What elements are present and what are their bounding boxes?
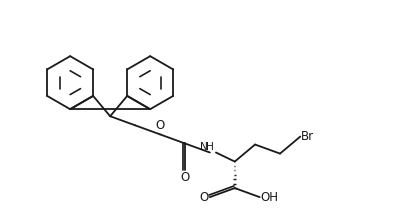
Text: O: O (200, 191, 208, 204)
Text: Br: Br (301, 130, 314, 143)
Text: O: O (180, 171, 190, 184)
Text: H: H (206, 142, 214, 152)
Text: OH: OH (260, 191, 279, 204)
Text: O: O (155, 119, 164, 132)
Text: N: N (200, 142, 207, 152)
